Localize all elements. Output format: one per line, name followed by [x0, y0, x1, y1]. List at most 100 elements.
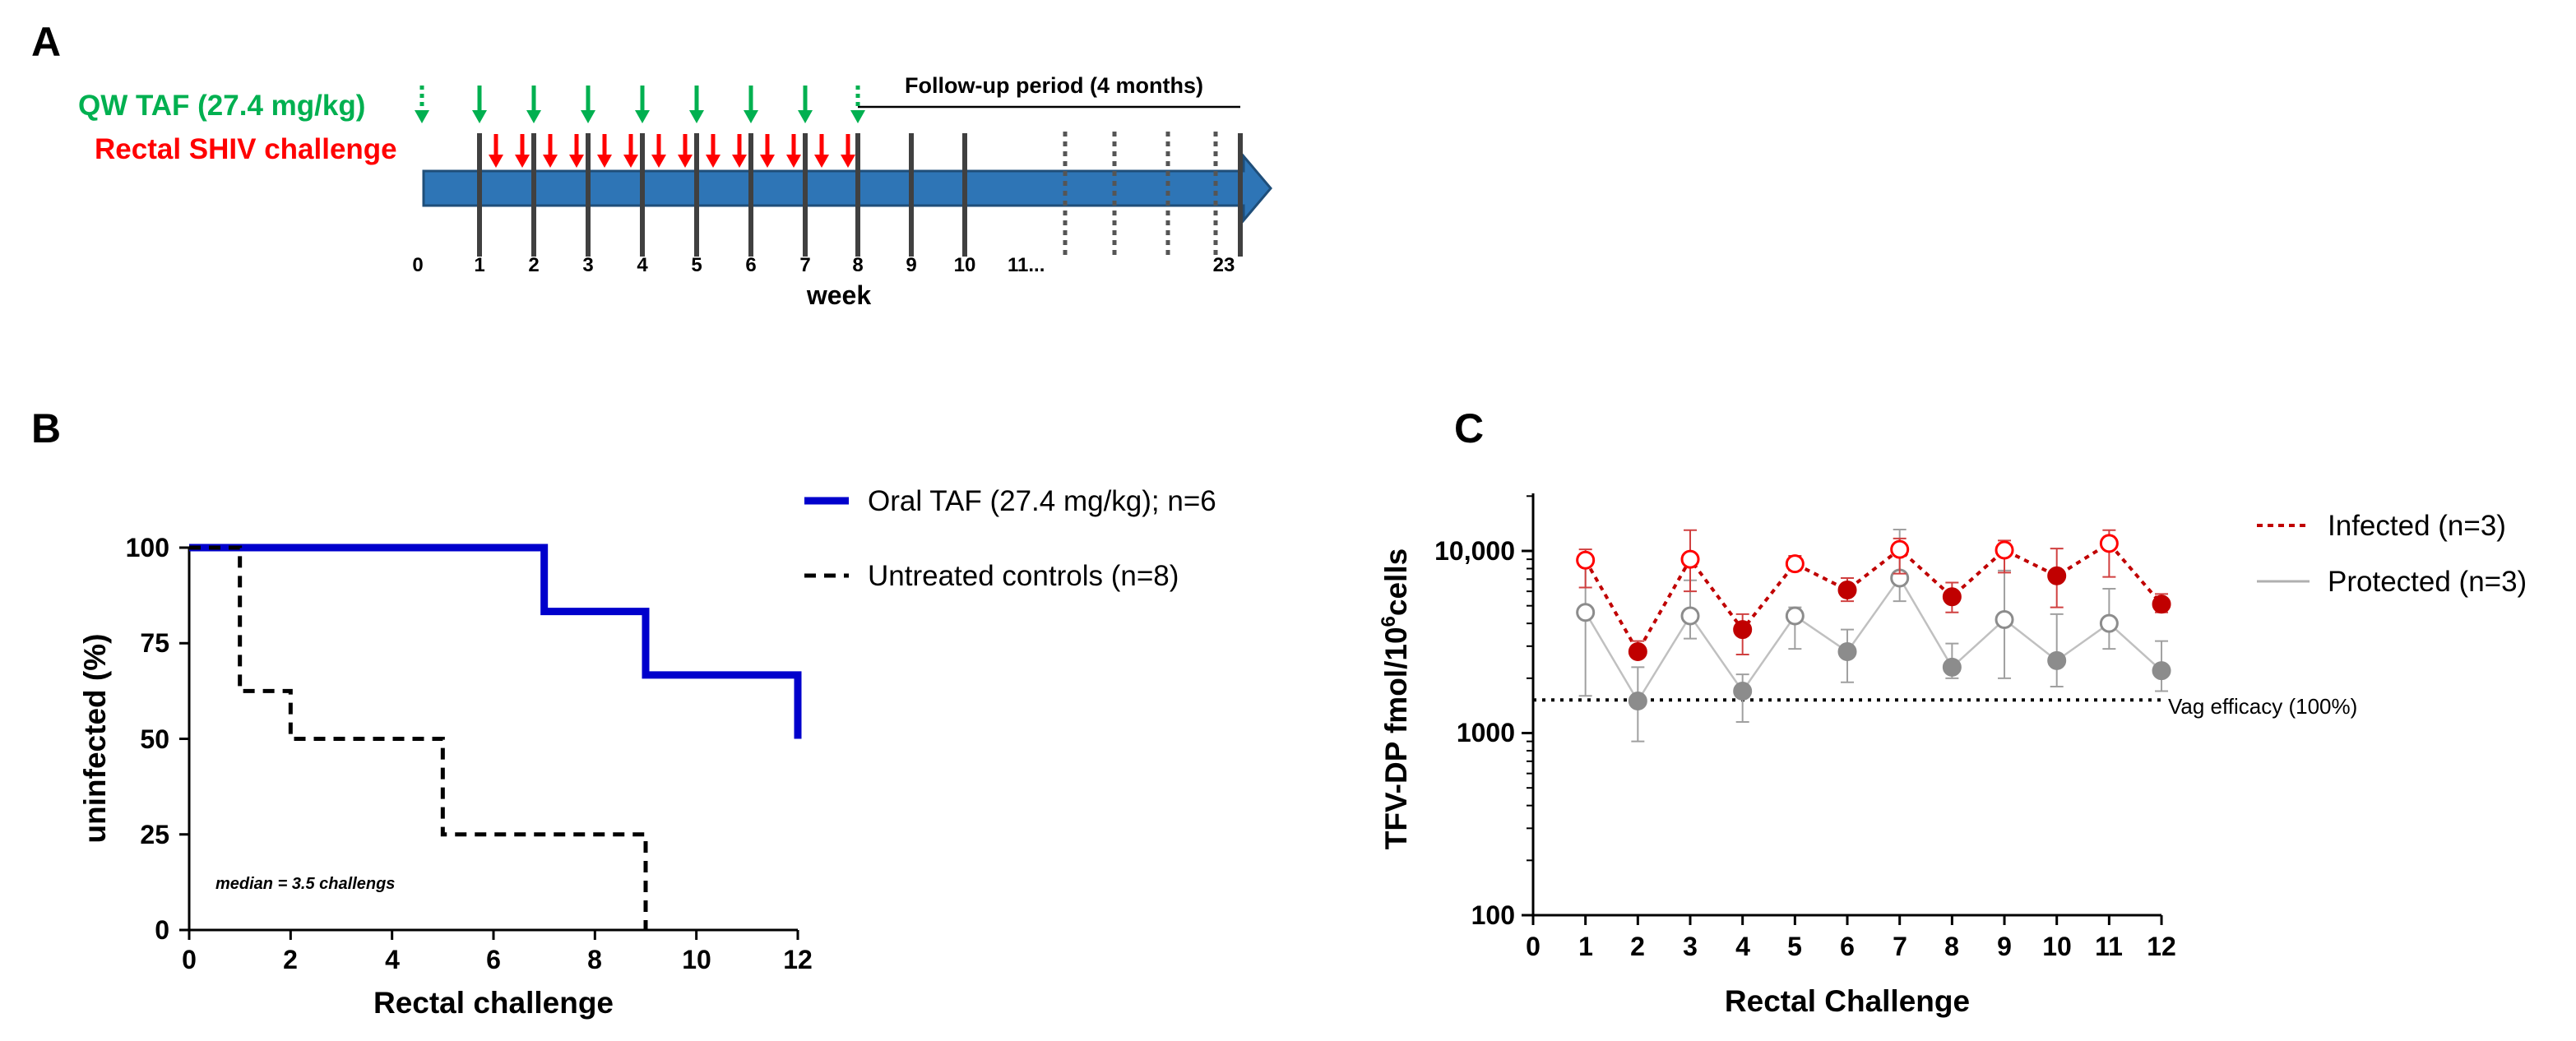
c-infected-point — [2047, 566, 2067, 585]
challenge-arrow — [678, 134, 693, 168]
week-tick-label: 23 — [1213, 254, 1235, 276]
b-legend-label-oral-taf: Oral TAF (27.4 mg/kg); n=6 — [868, 485, 1216, 517]
b-x-axis-title: Rectal challenge — [373, 986, 614, 1020]
c-x-tick-labels: 0 1 2 3 4 5 6 7 8 9 10 11 12 — [1526, 932, 2176, 961]
c-y-axis-title: TFV-DP fmol/106cells — [1378, 548, 1413, 849]
dose-arrow-head — [526, 110, 541, 123]
c-protected-point — [2047, 650, 2067, 670]
b-x-tick-label: 0 — [182, 945, 197, 974]
week-tick-label: 0 — [412, 254, 423, 276]
c-x-tick-label: 5 — [1787, 932, 1802, 961]
challenge-arrow-head — [515, 155, 530, 168]
challenge-arrow — [543, 134, 558, 168]
dose-arrow-head — [635, 110, 650, 123]
panel-b: B 0 2 4 6 8 10 12 0 25 50 75 100 median … — [31, 405, 1216, 1020]
b-y-tick-label: 25 — [140, 820, 169, 849]
c-y-axis-title-main: TFV-DP fmol/10 — [1379, 627, 1413, 849]
b-y-tick-label: 100 — [126, 533, 169, 562]
b-axis-ticks — [179, 546, 799, 940]
dose-arrow-dotted-head — [415, 110, 429, 123]
challenge-arrow-head — [732, 155, 747, 168]
c-protected-point — [1576, 603, 1596, 622]
challenge-arrow-head — [569, 155, 584, 168]
challenge-arrow-head — [489, 155, 503, 168]
week-tick-label: 6 — [745, 254, 756, 276]
week-tick-label: 3 — [582, 254, 593, 276]
challenge-arrow — [515, 134, 530, 168]
challenge-arrow — [706, 134, 720, 168]
c-x-axis-title: Rectal Challenge — [1725, 984, 1970, 1018]
week-tick-label: 5 — [691, 254, 702, 276]
c-x-tick-label: 11 — [2095, 932, 2123, 961]
week-tick-labels: 0 1 2 3 4 5 6 7 8 9 10 11... 23 — [412, 254, 1235, 276]
panel-letter-c: C — [1454, 405, 1484, 451]
b-x-tick-label: 2 — [283, 945, 298, 974]
c-reference-label: Vag efficacy (100%) — [2168, 694, 2357, 719]
challenge-arrow-head — [597, 155, 612, 168]
b-x-tick-label: 12 — [783, 945, 813, 974]
b-x-tick-label: 4 — [385, 945, 400, 974]
c-series-infected — [1576, 529, 2171, 661]
c-axis-ticks — [1522, 495, 2163, 925]
c-y-tick-label: 100 — [1471, 900, 1515, 930]
challenge-label: Rectal SHIV challenge — [95, 133, 397, 165]
week-tick-label: 10 — [954, 254, 976, 276]
c-y-tick-label: 1000 — [1457, 718, 1515, 747]
week-tick-label: 11... — [1008, 254, 1045, 276]
b-x-tick-label: 8 — [587, 945, 602, 974]
c-infected-point — [1837, 581, 1857, 600]
challenge-arrow-head — [841, 155, 855, 168]
c-infected-point — [1680, 549, 1700, 569]
c-protected-point — [1785, 606, 1805, 626]
c-y-tick-labels: 100 1000 10,000 — [1434, 536, 1515, 930]
c-protected-line — [1584, 576, 2162, 703]
challenge-arrow-head — [706, 155, 720, 168]
c-infected-point — [2099, 534, 2119, 553]
week-tick-label: 9 — [906, 254, 916, 276]
dose-arrow-head — [744, 110, 758, 123]
challenge-arrow-head — [543, 155, 558, 168]
c-infected-point — [1733, 620, 1753, 640]
challenge-arrow — [760, 134, 775, 168]
challenge-arrow — [597, 134, 612, 168]
c-infected-point — [1576, 550, 1596, 570]
challenge-arrow — [841, 134, 855, 168]
dose-arrow — [526, 86, 541, 123]
week-tick-label: 7 — [799, 254, 810, 276]
dose-label: QW TAF (27.4 mg/kg) — [78, 90, 365, 122]
c-x-tick-label: 1 — [1578, 932, 1593, 961]
challenge-arrow — [569, 134, 584, 168]
dose-arrow — [798, 86, 813, 123]
challenge-arrow-head — [651, 155, 666, 168]
b-median-annotation: median = 3.5 challengs — [215, 875, 395, 893]
dose-arrow-head — [472, 110, 487, 123]
panel-a: A QW TAF (27.4 mg/kg) Rectal SHIV challe… — [31, 19, 1272, 310]
dose-arrow-dotted — [850, 86, 865, 123]
challenge-arrow — [623, 134, 638, 168]
dose-arrow-head — [689, 110, 704, 123]
challenge-arrow — [814, 134, 829, 168]
c-protected-point — [1837, 641, 1857, 661]
dose-arrow-dotted — [415, 86, 429, 123]
panel-letter-a: A — [31, 19, 61, 65]
b-series-oral-taf — [189, 544, 802, 739]
dose-arrow — [744, 86, 758, 123]
b-y-tick-labels: 0 25 50 75 100 — [126, 533, 169, 945]
c-legend: Infected (n=3) Protected (n=3) — [2257, 510, 2527, 598]
b-x-tick-label: 6 — [486, 945, 501, 974]
c-infected-point — [1785, 554, 1805, 574]
c-x-tick-label: 0 — [1526, 932, 1541, 961]
c-infected-point — [1942, 587, 1962, 607]
c-x-tick-label: 9 — [1997, 932, 2012, 961]
c-infected-point — [2152, 595, 2171, 614]
challenge-arrow-head — [623, 155, 638, 168]
challenge-arrow-head — [678, 155, 693, 168]
b-legend: Oral TAF (27.4 mg/kg); n=6 Untreated con… — [804, 485, 1216, 592]
challenge-arrow-head — [760, 155, 775, 168]
b-x-tick-labels: 0 2 4 6 8 10 12 — [182, 945, 813, 974]
b-series-lines — [189, 544, 802, 930]
dose-arrow-head — [798, 110, 813, 123]
c-infected-line — [1583, 541, 2163, 655]
b-legend-label-untreated: Untreated controls (n=8) — [868, 560, 1179, 592]
b-y-tick-label: 50 — [140, 724, 169, 754]
